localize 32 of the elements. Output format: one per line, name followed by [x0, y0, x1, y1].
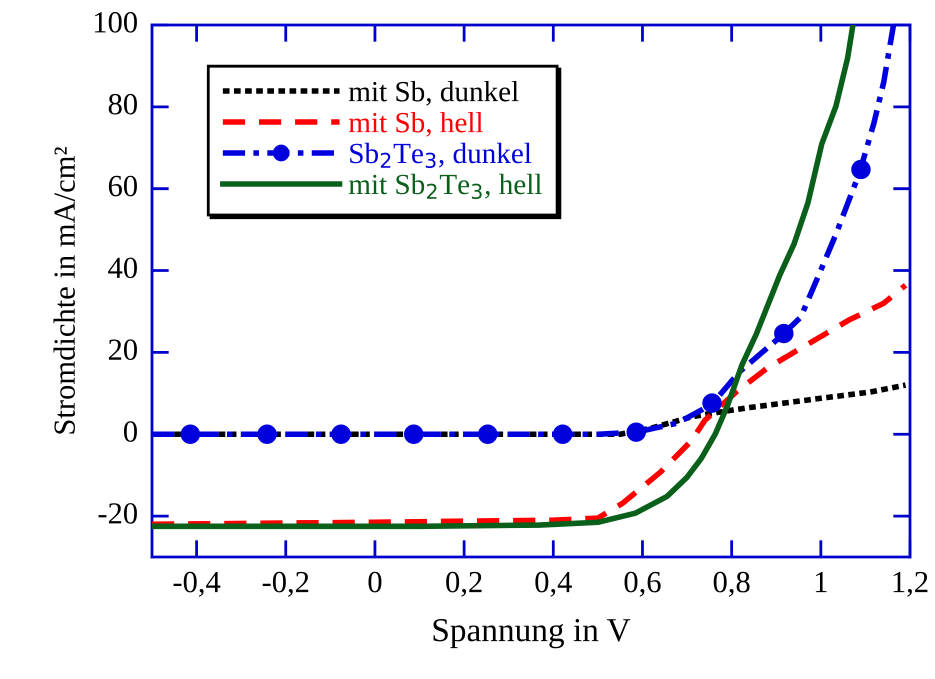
y-tick-label: 0	[124, 421, 137, 442]
y-tick-label: 80	[108, 94, 137, 114]
y-axis-title: Stromdichte in mA/cm²	[53, 147, 75, 434]
x-tick-label: 0,6	[624, 572, 661, 597]
y-tick-label: 20	[108, 339, 137, 360]
legend-label: mit Sb, dunkel	[348, 80, 519, 106]
x-tick-label: -0,2	[262, 572, 308, 597]
point	[851, 160, 871, 180]
x-tick-label: 0,8	[714, 572, 750, 597]
x-tick-label: 0,4	[535, 572, 572, 597]
point	[180, 424, 200, 444]
point	[257, 424, 277, 444]
x-tick-label: 0,2	[446, 572, 482, 597]
point	[404, 424, 424, 444]
point	[552, 424, 572, 444]
y-tick-label: 60	[108, 176, 137, 196]
legend-label: Sb$_{2}$Te$_{3}$, dunkel	[350, 142, 532, 168]
legend-label: mit Sb$_{2}$Te$_{3}$, hell	[348, 174, 542, 200]
point	[626, 422, 646, 442]
legend-label: mit Sb, hell	[348, 112, 483, 137]
point	[331, 424, 351, 444]
x-tick-label: 1	[816, 572, 827, 592]
y-tick-label: -20	[98, 503, 137, 524]
point	[774, 324, 794, 344]
x-tick-label: 0	[368, 572, 382, 592]
point	[702, 393, 722, 413]
point	[478, 424, 498, 444]
y-tick-label: 100	[94, 12, 137, 33]
x-tick-label: -0,4	[174, 572, 220, 597]
y-tick-label: 40	[108, 258, 137, 278]
x-tick-label: 1,2	[894, 572, 928, 597]
x-axis-title: Spannung in V	[434, 619, 630, 648]
